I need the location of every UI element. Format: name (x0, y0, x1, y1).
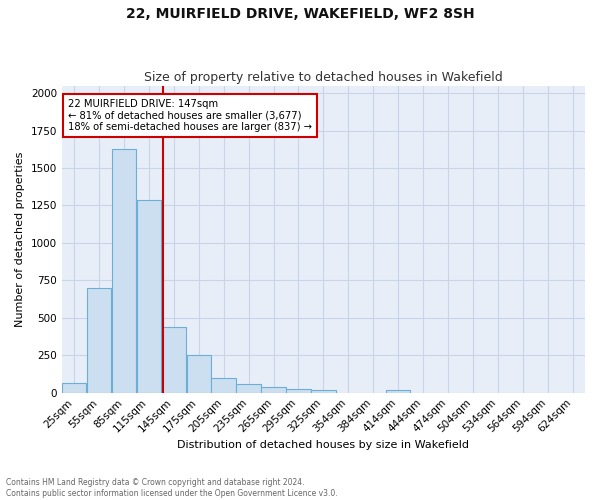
Bar (286, 388, 311, 392)
Bar (262, 388, 286, 392)
Text: 22 MUIRFIELD DRIVE: 147sqm
← 81% of detached houses are smaller (3,677)
18% of s: 22 MUIRFIELD DRIVE: 147sqm ← 81% of deta… (68, 99, 311, 132)
Bar (87, 288, 112, 393)
Bar (62, 383, 86, 392)
Title: Size of property relative to detached houses in Wakefield: Size of property relative to detached ho… (144, 72, 503, 85)
Bar (236, 384, 261, 392)
Bar (112, 148, 136, 392)
Bar (211, 378, 236, 392)
Bar (187, 354, 211, 393)
Bar (161, 327, 186, 392)
Text: 22, MUIRFIELD DRIVE, WAKEFIELD, WF2 8SH: 22, MUIRFIELD DRIVE, WAKEFIELD, WF2 8SH (125, 8, 475, 22)
Y-axis label: Number of detached properties: Number of detached properties (15, 152, 25, 327)
Bar (137, 200, 161, 392)
Bar (311, 390, 335, 392)
X-axis label: Distribution of detached houses by size in Wakefield: Distribution of detached houses by size … (178, 440, 469, 450)
Bar (386, 390, 410, 392)
Text: Contains HM Land Registry data © Crown copyright and database right 2024.
Contai: Contains HM Land Registry data © Crown c… (6, 478, 338, 498)
